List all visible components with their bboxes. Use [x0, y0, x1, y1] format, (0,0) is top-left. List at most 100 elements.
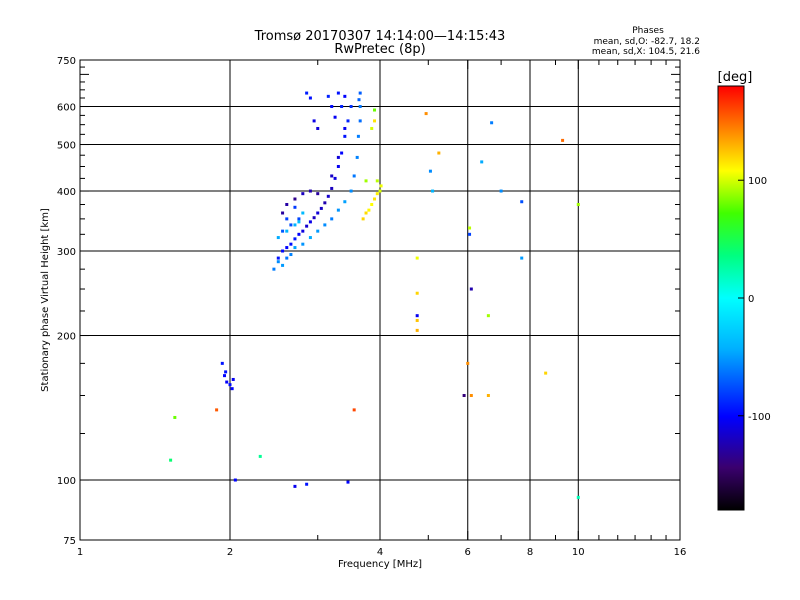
info-x-stats: mean, sd,X: 104.5, 21.6 [592, 47, 700, 57]
data-point [285, 256, 289, 260]
data-point [336, 208, 340, 212]
x-tick-label: 4 [377, 547, 383, 558]
data-point [289, 242, 293, 246]
data-point [285, 202, 289, 206]
y-tick-label: 75 [63, 536, 76, 547]
data-point [520, 200, 524, 204]
data-point [289, 253, 293, 257]
data-point [576, 202, 580, 206]
data-point [379, 184, 383, 188]
data-point [343, 134, 347, 138]
data-point [223, 374, 227, 378]
data-point [367, 208, 371, 212]
chart-title: Tromsø 20170307 14:14:00—14:15:43 [254, 29, 506, 44]
data-point [312, 119, 316, 123]
data-point [293, 484, 297, 488]
data-point [316, 229, 320, 233]
data-point [462, 394, 466, 398]
data-point [469, 287, 473, 291]
data-point [293, 246, 297, 250]
data-point [373, 197, 377, 201]
grid-lines [80, 60, 680, 540]
data-point [358, 105, 362, 109]
data-point [428, 169, 432, 173]
y-tick-label: 300 [57, 247, 76, 258]
colorbar-tick-label: 100 [748, 176, 767, 187]
data-point [373, 119, 377, 123]
data-point [305, 482, 309, 486]
data-point [364, 179, 368, 183]
y-tick-label: 500 [57, 141, 76, 152]
data-point [340, 105, 344, 109]
colorbar-tick-label: 0 [748, 294, 754, 305]
x-tick-label: 1 [77, 547, 83, 558]
info-o-stats: mean, sd,O: -82.7, 18.2 [594, 37, 700, 47]
data-point [258, 454, 262, 458]
data-point [316, 211, 320, 215]
data-point [285, 246, 289, 250]
data-point [276, 236, 280, 240]
data-point [349, 189, 353, 193]
x-axis-label: Frequency [MHz] [338, 559, 422, 570]
data-point [224, 370, 228, 374]
data-point [169, 458, 173, 462]
data-point [520, 256, 524, 260]
data-point [225, 380, 229, 384]
data-point [356, 134, 360, 138]
data-point [316, 126, 320, 130]
data-point [469, 394, 473, 398]
data-point [230, 387, 234, 391]
data-point [220, 361, 224, 365]
data-point [346, 119, 350, 123]
data-point [293, 237, 297, 241]
data-point [415, 314, 419, 318]
x-tick-label: 16 [674, 547, 687, 558]
data-point [281, 211, 285, 215]
data-point [431, 189, 435, 193]
data-point [308, 189, 312, 193]
data-point [352, 408, 356, 412]
data-point [499, 189, 503, 193]
data-point [370, 126, 374, 130]
colorbar-tick-label: -100 [748, 412, 771, 423]
chart-subtitle: RwPretec (8p) [334, 42, 425, 57]
data-point [333, 176, 337, 180]
data-point [308, 236, 312, 240]
y-tick-label: 100 [57, 476, 76, 487]
x-tick-label: 6 [465, 547, 471, 558]
data-point [301, 192, 305, 196]
y-tick-label: 600 [57, 103, 76, 114]
data-point [330, 186, 334, 190]
data-point [343, 94, 347, 98]
data-point [490, 121, 494, 125]
data-point [349, 105, 353, 109]
data-point [233, 478, 237, 482]
data-point [285, 229, 289, 233]
data-point [415, 328, 419, 332]
data-point [375, 192, 379, 196]
data-point [285, 217, 289, 221]
data-point [323, 223, 327, 227]
data-point [378, 189, 382, 193]
data-point [355, 155, 359, 159]
data-point [276, 260, 280, 264]
data-point [370, 202, 374, 206]
data-point [333, 115, 337, 119]
data-point [301, 211, 305, 215]
data-point [330, 174, 334, 178]
data-point [326, 194, 330, 198]
data-point [281, 249, 285, 253]
data-point [480, 160, 484, 164]
data-point [468, 232, 472, 236]
data-point [173, 415, 177, 419]
data-point [316, 192, 320, 196]
data-point [486, 314, 490, 318]
data-point [437, 151, 441, 155]
data-point [228, 383, 232, 387]
data-point [231, 377, 235, 381]
data-point [357, 98, 361, 102]
data-point [364, 211, 368, 215]
data-point [336, 91, 340, 95]
data-point [343, 200, 347, 204]
